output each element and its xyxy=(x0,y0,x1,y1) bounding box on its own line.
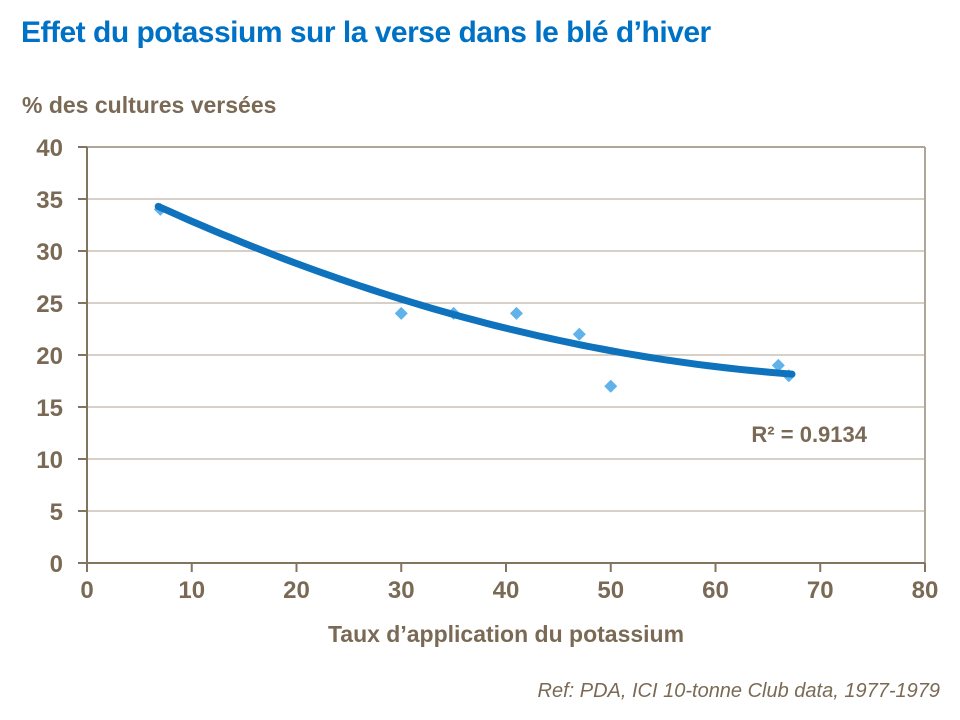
x-tick-label: 50 xyxy=(597,577,624,604)
data-point xyxy=(394,306,408,320)
x-tick-label: 10 xyxy=(178,577,205,604)
data-point xyxy=(771,358,785,372)
data-point xyxy=(509,306,523,320)
trendline xyxy=(154,202,796,378)
x-tick-label: 0 xyxy=(80,577,93,604)
x-tick-label: 40 xyxy=(493,577,520,604)
y-tick-label: 30 xyxy=(36,239,63,266)
x-tick-label: 70 xyxy=(807,577,834,604)
y-tick-label: 5 xyxy=(50,499,63,526)
x-tick-label: 30 xyxy=(388,577,415,604)
y-tick-label: 10 xyxy=(36,447,63,474)
x-tick-label: 60 xyxy=(702,577,729,604)
data-point xyxy=(604,379,618,393)
y-tick-label: 25 xyxy=(36,291,63,318)
x-axis-title: Taux d’application du potassium xyxy=(327,621,685,647)
x-tick-label: 20 xyxy=(283,577,310,604)
y-tick-label: 20 xyxy=(36,343,63,370)
y-tick-label: 0 xyxy=(50,551,63,578)
y-tick-label: 40 xyxy=(36,135,63,162)
x-tick-label: 80 xyxy=(912,577,939,604)
chart-title: Effet du potassium sur la verse dans le … xyxy=(21,16,711,49)
data-point xyxy=(572,327,586,341)
y-tick-label: 35 xyxy=(36,187,63,214)
y-axis-unit-label: % des cultures versées xyxy=(22,92,277,118)
y-tick-label: 15 xyxy=(36,395,63,422)
reference-note: Ref: PDA, ICI 10-tonne Club data, 1977-1… xyxy=(537,680,940,702)
r-squared-label: R² = 0.9134 xyxy=(751,422,867,447)
